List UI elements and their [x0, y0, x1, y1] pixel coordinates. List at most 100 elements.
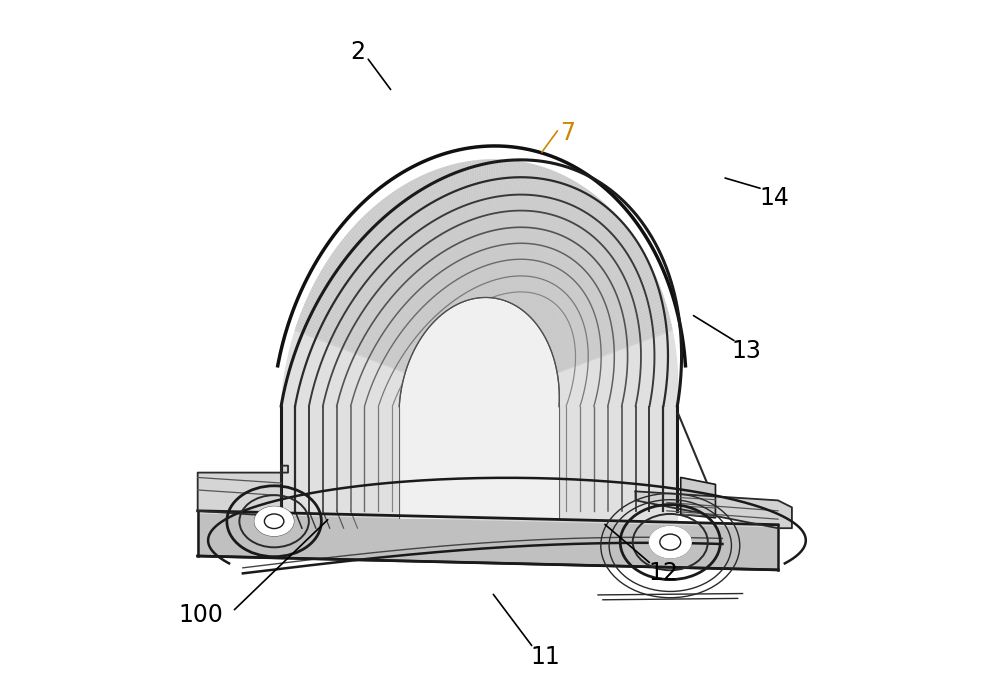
Polygon shape [554, 299, 665, 360]
Polygon shape [460, 163, 473, 299]
Text: 7: 7 [561, 122, 576, 145]
Polygon shape [333, 252, 421, 339]
Polygon shape [541, 235, 633, 332]
Polygon shape [555, 310, 668, 365]
Polygon shape [531, 206, 609, 319]
Text: 100: 100 [179, 603, 224, 627]
Polygon shape [319, 274, 415, 349]
Polygon shape [355, 224, 430, 327]
Polygon shape [198, 511, 778, 528]
Polygon shape [482, 160, 488, 297]
Polygon shape [486, 160, 498, 297]
Polygon shape [530, 203, 605, 318]
Polygon shape [534, 212, 615, 321]
Polygon shape [334, 249, 422, 338]
Polygon shape [550, 274, 655, 349]
Polygon shape [338, 244, 423, 336]
Polygon shape [517, 180, 574, 307]
Polygon shape [313, 285, 413, 354]
Polygon shape [481, 160, 485, 297]
Polygon shape [329, 256, 420, 341]
Polygon shape [470, 161, 477, 298]
Polygon shape [428, 172, 460, 304]
Polygon shape [311, 288, 412, 355]
Polygon shape [353, 227, 429, 328]
Polygon shape [548, 264, 651, 345]
Polygon shape [527, 198, 599, 315]
Polygon shape [309, 293, 411, 357]
Polygon shape [493, 161, 515, 298]
Polygon shape [515, 178, 570, 306]
Polygon shape [455, 164, 471, 300]
Polygon shape [463, 163, 474, 299]
Ellipse shape [255, 507, 293, 535]
Polygon shape [526, 195, 595, 313]
Polygon shape [502, 165, 537, 300]
Polygon shape [475, 161, 479, 298]
Polygon shape [528, 199, 601, 316]
Polygon shape [423, 174, 458, 304]
Polygon shape [347, 233, 427, 331]
Polygon shape [489, 160, 505, 297]
Polygon shape [485, 160, 495, 297]
Polygon shape [495, 162, 520, 298]
Polygon shape [536, 218, 620, 324]
Polygon shape [556, 322, 671, 370]
Polygon shape [322, 269, 416, 347]
Ellipse shape [649, 527, 691, 557]
Polygon shape [384, 198, 442, 315]
Polygon shape [440, 168, 465, 302]
Polygon shape [636, 491, 792, 528]
Polygon shape [435, 170, 463, 302]
Polygon shape [509, 171, 554, 302]
Polygon shape [524, 191, 591, 312]
Polygon shape [551, 282, 659, 353]
Polygon shape [418, 177, 456, 306]
Polygon shape [556, 313, 669, 366]
Polygon shape [357, 222, 431, 326]
Polygon shape [382, 199, 441, 316]
Polygon shape [393, 191, 446, 312]
Polygon shape [556, 318, 670, 369]
Polygon shape [198, 514, 778, 570]
Polygon shape [314, 282, 413, 353]
Polygon shape [552, 288, 661, 355]
Polygon shape [367, 212, 435, 321]
Polygon shape [298, 318, 407, 369]
Polygon shape [553, 291, 662, 357]
Polygon shape [549, 269, 653, 347]
Polygon shape [557, 325, 671, 372]
Polygon shape [306, 299, 410, 360]
Polygon shape [552, 285, 660, 354]
Polygon shape [438, 169, 464, 302]
Polygon shape [473, 161, 478, 298]
Polygon shape [340, 242, 424, 335]
Polygon shape [342, 240, 425, 334]
Polygon shape [391, 193, 445, 313]
Polygon shape [491, 161, 510, 298]
Text: 13: 13 [732, 339, 762, 363]
Polygon shape [512, 174, 560, 304]
Polygon shape [513, 174, 563, 304]
Polygon shape [351, 229, 429, 329]
Polygon shape [540, 233, 632, 331]
Polygon shape [349, 231, 428, 329]
Polygon shape [478, 161, 480, 298]
Polygon shape [547, 256, 647, 341]
Polygon shape [549, 266, 652, 345]
Polygon shape [320, 272, 416, 348]
Polygon shape [331, 254, 420, 340]
Polygon shape [316, 279, 414, 352]
Polygon shape [369, 210, 436, 320]
Polygon shape [361, 218, 433, 324]
Polygon shape [510, 172, 556, 303]
Polygon shape [490, 161, 508, 297]
Polygon shape [555, 304, 666, 363]
Polygon shape [404, 184, 450, 309]
Polygon shape [557, 327, 672, 373]
Polygon shape [281, 160, 678, 532]
Polygon shape [458, 163, 472, 300]
Polygon shape [545, 252, 644, 339]
Polygon shape [400, 187, 449, 310]
Polygon shape [521, 187, 585, 310]
